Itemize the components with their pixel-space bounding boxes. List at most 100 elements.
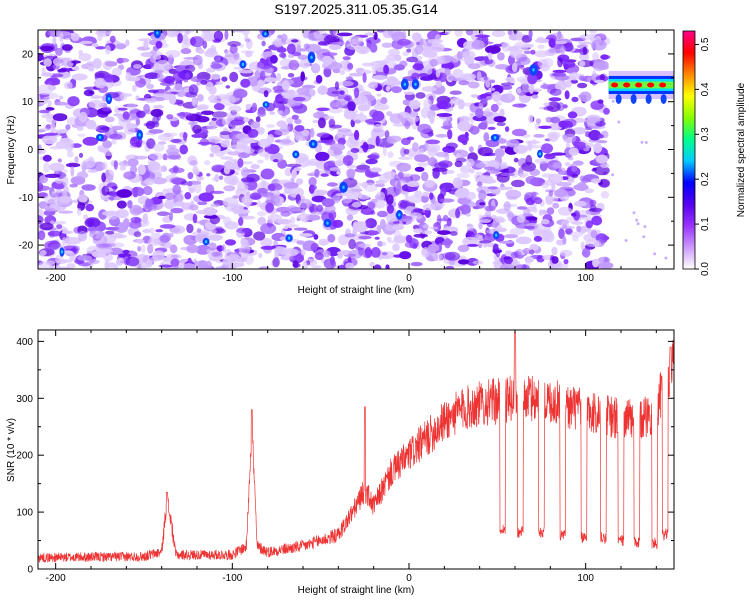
spectrogram-cell — [287, 236, 291, 240]
spectrogram-cell — [465, 30, 474, 36]
spectrogram-cell — [414, 82, 417, 86]
spectrogram-cell — [164, 192, 176, 200]
spectrogram-cell — [57, 129, 69, 134]
spectrogram-cell — [540, 218, 550, 225]
spectrogram-cell — [115, 234, 128, 239]
spectrogram-cell — [177, 33, 183, 44]
spectrogram-cell — [534, 158, 548, 164]
spectrogram-cell — [56, 224, 63, 229]
spectrogram-cell — [276, 206, 291, 213]
spectrogram-cell — [511, 45, 526, 49]
spectrogram-cell — [257, 216, 267, 226]
spectrogram-cell — [573, 200, 587, 207]
spectrogram-cell — [269, 111, 276, 115]
spectrogram-cell — [157, 133, 174, 142]
spectrogram-cell — [41, 135, 58, 145]
spectrogram-cell — [442, 214, 449, 222]
spectrogram-cell — [484, 166, 496, 171]
spectrogram-cell — [386, 135, 402, 142]
spectrogram-cell — [373, 264, 382, 269]
spectrogram-cell — [533, 228, 541, 238]
spectrogram-cell — [148, 165, 164, 174]
spectrogram-cell — [414, 45, 424, 55]
spectrogram-cell — [376, 210, 388, 218]
spectrogram-cell — [276, 98, 289, 102]
spectrogram-cell — [562, 236, 567, 245]
spectrogram-cell — [533, 134, 545, 138]
spectrogram-cell — [640, 140, 644, 144]
spectrogram-cell — [226, 112, 240, 119]
spectrogram-cell — [452, 177, 463, 189]
spectrogram-cell — [590, 39, 607, 51]
spectrogram-cell — [328, 106, 343, 114]
spectrogram-cell — [297, 198, 313, 209]
spectrogram-cell — [548, 37, 556, 48]
spectrogram-cell — [170, 254, 179, 259]
spectrogram-cell — [354, 119, 361, 124]
snr-y-label: SNR (10 * v/v) — [6, 418, 17, 482]
spectrogram-cell — [88, 99, 104, 109]
spectrogram-cell — [308, 177, 317, 187]
spectrogram-cell — [126, 103, 137, 111]
spectrogram-cell — [245, 140, 258, 144]
spectrogram-cell — [69, 139, 74, 151]
spectrogram-cell — [153, 143, 165, 152]
spectrogram-cell — [124, 125, 136, 135]
spectrogram-cell — [347, 101, 356, 112]
spectrogram-cell — [462, 50, 476, 60]
spectrogram-cell — [141, 244, 146, 254]
spectrogram-cell — [211, 117, 217, 121]
spectrogram-cell — [260, 223, 277, 234]
spectrogram-cell — [64, 81, 73, 90]
spectrogram-cell — [209, 153, 215, 158]
spectrogram-cell — [52, 113, 68, 122]
spectrogram-cell — [335, 100, 346, 108]
spectrogram-cell — [371, 65, 376, 71]
spectrogram-cell — [391, 86, 402, 94]
spectrogram-cell — [231, 74, 237, 79]
spectrogram-cell — [78, 230, 88, 242]
spectrogram-cell — [144, 171, 156, 182]
spectrogram-cell — [344, 233, 356, 238]
spectrogram-cell — [280, 91, 293, 97]
spectrogram-cell — [116, 200, 127, 209]
spectrogram-cell — [350, 148, 360, 153]
spectrogram-cell — [277, 218, 292, 225]
spectrogram-cell — [147, 243, 154, 254]
spectrogram-cell — [437, 230, 451, 236]
spectrogram-cell — [149, 227, 155, 235]
spectrogram-cell — [535, 118, 542, 124]
spectrogram-cell — [179, 144, 188, 155]
spectrogram-cell — [369, 167, 382, 173]
spectrogram-cell — [369, 43, 378, 53]
spectrogram-cell — [44, 173, 61, 178]
spectrogram-cell — [551, 246, 558, 256]
spectrogram-cell — [586, 76, 591, 83]
y-tick-label: 200 — [16, 451, 33, 462]
signal-band-tail — [660, 93, 667, 104]
spectrogram-cell — [364, 246, 372, 258]
spectrogram-cell — [342, 155, 354, 166]
spectrogram-cell — [286, 117, 294, 125]
spectrogram-cell — [554, 188, 568, 198]
spectrogram-cell — [501, 42, 511, 52]
spectrogram-cell — [116, 189, 132, 198]
spectrogram-cell — [424, 64, 433, 75]
spectrogram-cell — [81, 184, 96, 191]
spectrogram-cell — [406, 115, 420, 123]
spectrogram-cell — [226, 158, 238, 168]
spectrogram-cell — [277, 110, 284, 115]
spectrogram-cell — [108, 247, 124, 256]
spectrogram-cell — [538, 125, 552, 129]
spectrogram-cell — [320, 173, 329, 177]
spectrogram-cell — [89, 230, 105, 239]
signal-band-peak — [611, 82, 619, 88]
spectrogram-cell — [105, 210, 119, 220]
spectrogram-cell — [293, 227, 308, 231]
spectrogram-cell — [425, 139, 441, 145]
spectrogram-cell — [302, 261, 308, 269]
spectrogram-cell — [345, 137, 359, 148]
spectrogram-cell — [152, 54, 162, 60]
spectrogram-cell — [159, 224, 176, 229]
colorbar-tick-label: 0.1 — [700, 217, 711, 231]
